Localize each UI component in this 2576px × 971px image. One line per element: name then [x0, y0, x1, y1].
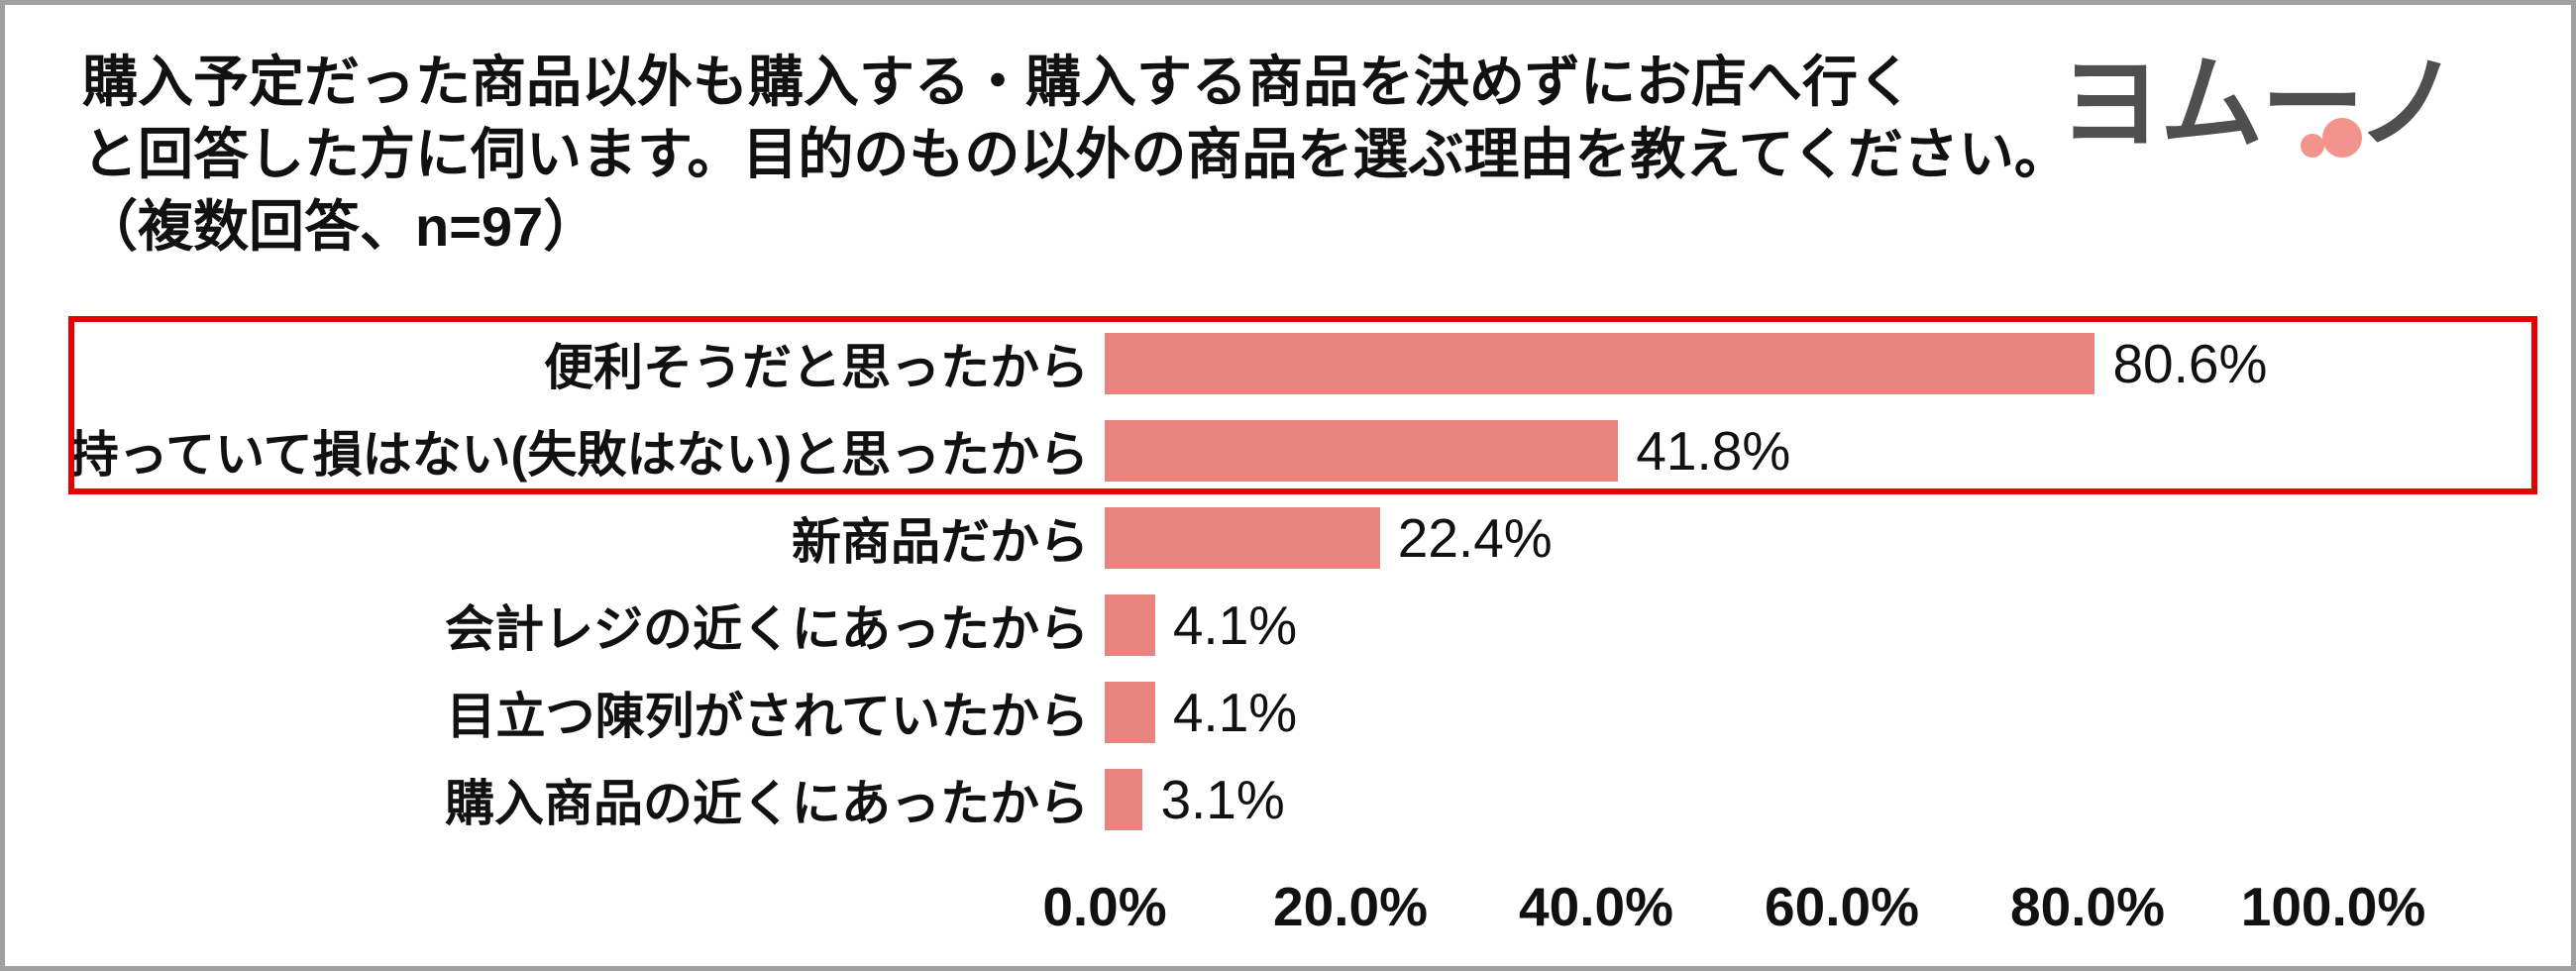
chart-title: 購入予定だった商品以外も購入する・購入する商品を決めずにお店へ行く と回答した方…: [82, 47, 2143, 263]
bar: [1105, 682, 1155, 743]
yomuno-logo-text: ヨムーノ: [2059, 47, 2459, 162]
title-line-3: （複数回答、n=97）: [82, 194, 599, 258]
logo-accent-icon: [2322, 118, 2362, 158]
yomuno-logo: ヨムーノ: [2059, 53, 2459, 158]
bar-row: 購入商品の近くにあったから 3.1%: [5, 756, 2571, 843]
category-label: 会計レジの近くにあったから: [445, 601, 1089, 657]
value-label: 4.1%: [1172, 682, 1298, 743]
bar: [1105, 594, 1155, 656]
category-label: 持っていて損はない(失敗はない)と思ったから: [68, 427, 1089, 483]
x-tick-label: 40.0%: [1519, 876, 1673, 937]
category-label: 新商品だから: [792, 514, 1089, 570]
bar: [1105, 507, 1380, 569]
bar-row: 新商品だから 22.4%: [5, 494, 2571, 582]
value-label: 4.1%: [1172, 594, 1298, 656]
x-tick-label: 80.0%: [2010, 876, 2165, 937]
bar-row: 目立つ陳列がされていたから 4.1%: [5, 669, 2571, 756]
category-label: 購入商品の近くにあったから: [445, 776, 1089, 831]
title-line-2: と回答した方に伺います。目的のもの以外の商品を選ぶ理由を教えてください。: [82, 122, 2070, 185]
x-tick-label: 100.0%: [2240, 876, 2426, 937]
bar: [1105, 420, 1619, 482]
x-tick-label: 20.0%: [1273, 876, 1428, 937]
bar-chart: 便利そうだと思ったから 80.6% 持っていて損はない(失敗はない)と思ったから…: [5, 320, 2571, 843]
bar-row: 会計レジの近くにあったから 4.1%: [5, 582, 2571, 669]
category-label: 便利そうだと思ったから: [544, 340, 1089, 395]
value-label: 22.4%: [1397, 507, 1553, 569]
x-tick-label: 60.0%: [1765, 876, 1919, 937]
title-line-1: 購入予定だった商品以外も購入する・購入する商品を決めずにお店へ行く: [82, 51, 1913, 113]
value-label: 80.6%: [2112, 333, 2268, 394]
bar-row: 持っていて損はない(失敗はない)と思ったから 41.8%: [5, 407, 2571, 494]
bar: [1105, 769, 1143, 830]
value-label: 3.1%: [1160, 769, 1285, 830]
bar: [1105, 333, 2095, 394]
value-label: 41.8%: [1636, 420, 1791, 482]
x-tick-label: 0.0%: [1042, 876, 1167, 937]
bar-row: 便利そうだと思ったから 80.6%: [5, 320, 2571, 407]
x-axis: 0.0% 20.0% 40.0% 60.0% 80.0% 100.0%: [1042, 875, 2425, 944]
category-label: 目立つ陳列がされていたから: [446, 689, 1090, 744]
